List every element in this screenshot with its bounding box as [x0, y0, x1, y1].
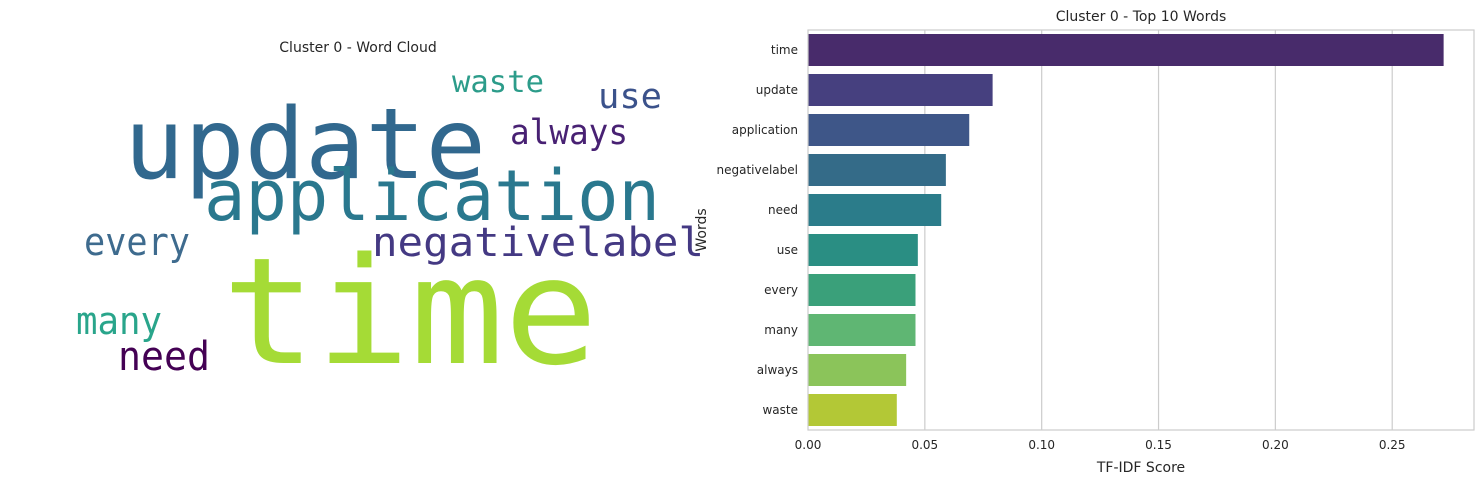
- y-tick-label: always: [757, 363, 798, 377]
- bar-application: [808, 114, 970, 146]
- word-cloud-word-every: every: [84, 220, 190, 264]
- x-tick-label: 0.25: [1379, 438, 1406, 452]
- y-tick-label: waste: [762, 403, 798, 417]
- y-tick-label: update: [756, 83, 798, 97]
- word-cloud-word-waste: waste: [452, 65, 544, 100]
- word-cloud-word-always: always: [510, 113, 628, 153]
- bar-time: [808, 34, 1444, 66]
- y-tick-label: every: [764, 283, 798, 297]
- bar-always: [808, 354, 907, 386]
- bar-update: [808, 74, 993, 106]
- x-tick-label: 0.10: [1028, 438, 1055, 452]
- bar-waste: [808, 394, 897, 426]
- plot-frame: [807, 29, 1475, 431]
- x-tick-label: 0.05: [911, 438, 938, 452]
- y-axis-label: Words: [694, 208, 710, 251]
- word-cloud-word-need: need: [118, 334, 210, 380]
- word-cloud-word-negativelabel: negativelabel: [372, 220, 704, 266]
- y-tick-label: time: [771, 43, 798, 57]
- word-cloud-word-application: application: [204, 155, 660, 237]
- bar-chart-title: Cluster 0 - Top 10 Words: [1056, 9, 1227, 25]
- y-tick-label: negativelabel: [716, 163, 798, 177]
- x-axis-label: TF-IDF Score: [1096, 460, 1185, 476]
- y-tick-label: application: [732, 123, 798, 137]
- x-tick-label: 0.20: [1262, 438, 1289, 452]
- word-cloud-word-update: update: [124, 88, 486, 202]
- y-tick-label: many: [764, 323, 798, 337]
- word-cloud-word-use: use: [598, 77, 662, 117]
- word-cloud-word-time: time: [222, 226, 598, 398]
- bar-every: [808, 274, 916, 306]
- word-cloud-panel: Cluster 0 - Word Cloud time update applica…: [0, 0, 716, 484]
- y-tick-label: need: [768, 203, 798, 217]
- word-cloud-title: Cluster 0 - Word Cloud: [279, 40, 437, 56]
- y-tick-label: use: [777, 243, 798, 257]
- bar-many: [808, 314, 916, 346]
- bar-use: [808, 234, 918, 266]
- word-cloud-word-many: many: [76, 299, 162, 343]
- bar-need: [808, 194, 942, 226]
- x-tick-label: 0.00: [795, 438, 822, 452]
- bar-negativelabel: [808, 154, 946, 186]
- x-tick-label: 0.15: [1145, 438, 1172, 452]
